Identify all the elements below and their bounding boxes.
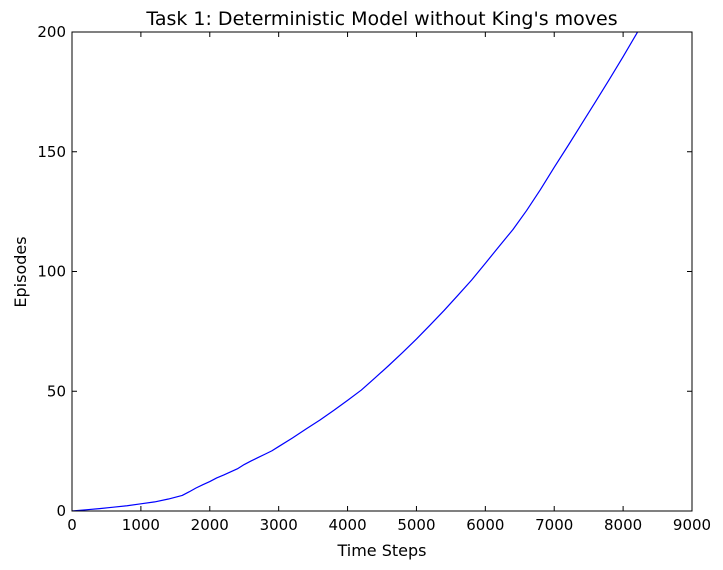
y-tick-label: 0 (56, 502, 66, 520)
chart-title: Task 1: Deterministic Model without King… (145, 8, 617, 30)
y-tick-label: 150 (37, 143, 66, 161)
y-tick-label: 200 (37, 23, 66, 41)
plot-frame (71, 31, 693, 512)
x-tick-label: 5000 (397, 516, 435, 534)
x-tick-label: 4000 (328, 516, 366, 534)
y-tick-label: 50 (47, 382, 66, 400)
x-tick-label: 3000 (260, 516, 298, 534)
series-line-episodes (72, 32, 639, 511)
plot-area: 0 1000 2000 3000 4000 5000 6000 7000 8000 9000 0 50… (37, 23, 711, 534)
y-axis-label: Episodes (11, 236, 30, 307)
x-tick-label: 1000 (122, 516, 160, 534)
x-tick-label: 8000 (604, 516, 642, 534)
x-tick-label: 2000 (191, 516, 229, 534)
x-tick-label: 0 (67, 516, 77, 534)
x-tick-label: 7000 (535, 516, 573, 534)
x-axis-label: Time Steps (336, 541, 426, 560)
y-tick-label: 100 (37, 263, 66, 281)
x-tick-label: 6000 (466, 516, 504, 534)
x-tick-label: 9000 (673, 516, 711, 534)
